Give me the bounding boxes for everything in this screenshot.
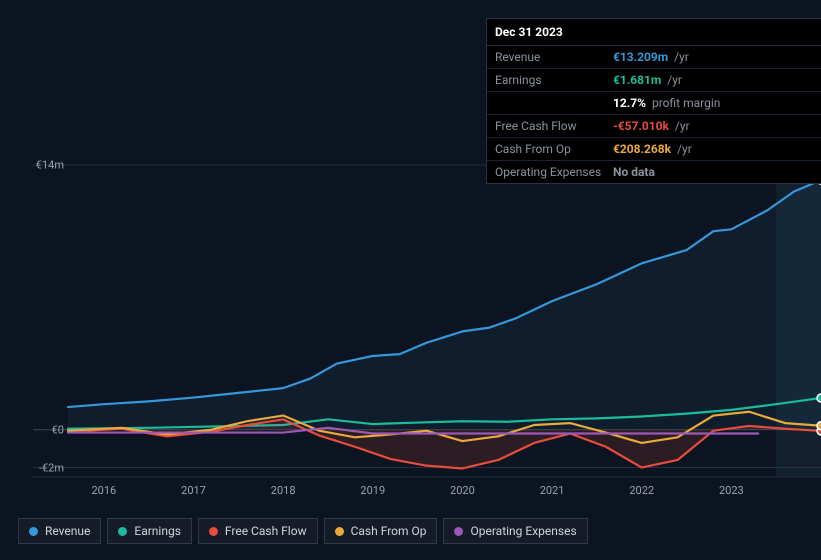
tooltip-value: €13.209m /yr xyxy=(613,50,689,64)
legend-swatch-icon xyxy=(454,527,463,536)
tooltip-value: €208.268k /yr xyxy=(613,142,692,156)
legend-label: Cash From Op xyxy=(351,524,427,538)
legend-label: Free Cash Flow xyxy=(225,524,307,538)
x-tick-label: 2021 xyxy=(540,484,565,497)
tooltip-row: Earnings€1.681m /yr xyxy=(487,69,821,92)
tooltip-label: Cash From Op xyxy=(495,142,613,156)
x-tick-label: 2022 xyxy=(629,484,654,497)
chart-tooltip: Dec 31 2023 Revenue€13.209m /yrEarnings€… xyxy=(486,18,821,184)
x-tick-label: 2023 xyxy=(719,484,744,497)
legend-label: Operating Expenses xyxy=(470,524,576,538)
tooltip-label xyxy=(495,96,613,110)
tooltip-row: Operating ExpensesNo data xyxy=(487,161,821,183)
tooltip-row: 12.7% profit margin xyxy=(487,92,821,115)
legend-item[interactable]: Operating Expenses xyxy=(443,518,587,544)
legend-swatch-icon xyxy=(209,527,218,536)
legend-swatch-icon xyxy=(29,527,38,536)
legend-label: Earnings xyxy=(134,524,181,538)
y-tick-label: -€2m xyxy=(39,461,64,474)
x-tick-label: 2017 xyxy=(181,484,206,497)
tooltip-value: -€57.010k /yr xyxy=(613,119,690,133)
tooltip-row: Revenue€13.209m /yr xyxy=(487,46,821,69)
chart-legend: Revenue Earnings Free Cash Flow Cash From O… xyxy=(18,518,588,544)
tooltip-value: €1.681m /yr xyxy=(613,73,682,87)
legend-label: Revenue xyxy=(45,524,90,538)
x-tick-label: 2016 xyxy=(91,484,116,497)
tooltip-title: Dec 31 2023 xyxy=(487,19,821,46)
y-tick-label: €0 xyxy=(52,423,64,436)
y-tick-label: €14m xyxy=(36,159,64,172)
tooltip-label: Revenue xyxy=(495,50,613,64)
legend-swatch-icon xyxy=(118,527,127,536)
tooltip-label: Earnings xyxy=(495,73,613,87)
legend-item[interactable]: Revenue xyxy=(18,518,101,544)
chart-container: €14m €0 -€2m 2016 2017 2018 2019 2020 2021 2022 2… xyxy=(18,0,821,560)
legend-item[interactable]: Earnings xyxy=(107,518,192,544)
legend-item[interactable]: Cash From Op xyxy=(324,518,438,544)
legend-swatch-icon xyxy=(335,527,344,536)
tooltip-row: Free Cash Flow-€57.010k /yr xyxy=(487,115,821,138)
x-tick-label: 2019 xyxy=(360,484,385,497)
x-tick-label: 2018 xyxy=(271,484,296,497)
tooltip-label: Free Cash Flow xyxy=(495,119,613,133)
x-tick-label: 2020 xyxy=(450,484,475,497)
tooltip-row: Cash From Op€208.268k /yr xyxy=(487,138,821,161)
tooltip-value: 12.7% profit margin xyxy=(613,96,720,110)
tooltip-label: Operating Expenses xyxy=(495,165,613,179)
legend-item[interactable]: Free Cash Flow xyxy=(198,518,318,544)
tooltip-value: No data xyxy=(613,165,655,179)
